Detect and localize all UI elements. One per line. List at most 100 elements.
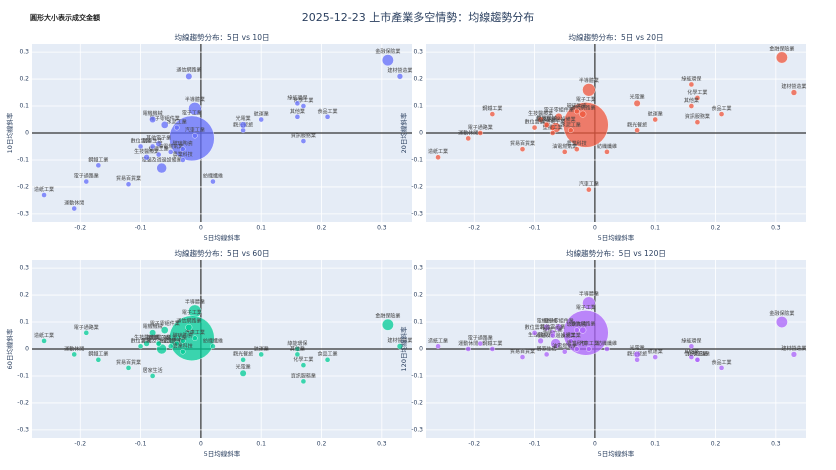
point-label: 造紙工業	[34, 186, 54, 193]
bubble	[574, 346, 580, 352]
point-label: 通信網路業	[570, 320, 595, 327]
bubble	[489, 346, 496, 352]
point-label: 光電業	[630, 345, 645, 352]
point-label: 金融保險業	[769, 45, 794, 52]
point-label: 電子通路業	[74, 324, 99, 331]
point-label: 電機機械	[143, 110, 163, 117]
point-label: 玻璃陶瓷	[567, 321, 587, 328]
subplot-title: 均線趨勢分布：5日 vs 20日	[569, 32, 664, 42]
bubble	[137, 343, 144, 350]
point-label: 油電燃氣業	[158, 143, 183, 150]
bubble	[531, 124, 538, 131]
point-label: 光電業	[630, 94, 645, 101]
bubble	[586, 346, 592, 352]
x-tick-label: 0	[593, 225, 597, 232]
point-label: 數位雲端	[525, 324, 545, 331]
y-axis-title: 60日均線斜率	[5, 328, 14, 369]
bubble	[465, 135, 471, 142]
point-label: 貿易百貨業	[510, 348, 535, 355]
x-tick-label: -0.1	[529, 225, 541, 232]
point-label: 農業科技	[173, 343, 193, 350]
point-label: 汽車工業	[185, 329, 205, 336]
y-tick-label: 0	[25, 346, 29, 353]
x-tick-label: -0.2	[74, 225, 86, 232]
bubble	[582, 83, 596, 97]
bubble	[554, 113, 563, 121]
bubble	[531, 330, 538, 336]
point-label: 貿易百貨業	[116, 359, 141, 366]
y-axis-title: 20日均線斜率	[399, 112, 408, 153]
bubble	[634, 127, 640, 134]
bubble	[688, 103, 695, 109]
point-label: 水泥工業	[167, 335, 187, 342]
bubble	[543, 323, 551, 331]
point-label: 其他業	[290, 345, 305, 352]
bubble	[143, 154, 150, 161]
bubble	[41, 192, 47, 198]
point-label: 食品工業	[712, 359, 732, 366]
bubble	[185, 323, 193, 331]
point-label: 電子工業	[576, 304, 596, 311]
bubble	[537, 337, 544, 345]
bubble	[688, 343, 695, 350]
x-tick-label: 0.3	[771, 441, 781, 448]
point-label: 水泥工業	[167, 119, 187, 126]
x-tick-label: -0.1	[135, 441, 147, 448]
x-tick-label: 0.3	[771, 225, 781, 232]
bubble	[775, 316, 788, 328]
bubble	[396, 343, 404, 350]
x-tick-label: 0.1	[256, 441, 266, 448]
x-axis-title: 5日均線斜率	[598, 449, 635, 458]
y-tick-label: -0.1	[17, 372, 29, 379]
x-tick-label: 0.2	[317, 225, 327, 232]
bubble	[694, 95, 701, 101]
bubble	[258, 351, 264, 358]
bubble	[324, 357, 331, 363]
point-label: 生技醫療業	[134, 334, 159, 341]
bubble	[167, 149, 174, 155]
point-label: 塑膠工業	[149, 146, 169, 153]
y-tick-label: 0.1	[413, 319, 423, 326]
x-tick-label: 0.1	[650, 441, 660, 448]
bubble	[180, 146, 186, 152]
point-label: 紡織纖維	[203, 337, 223, 344]
y-tick-label: -0.2	[411, 183, 423, 190]
bubble	[300, 103, 307, 109]
point-label: 半導體業	[185, 298, 205, 305]
point-label: 造紙工業	[34, 332, 54, 339]
y-tick-label: -0.1	[411, 372, 423, 379]
bubble	[143, 340, 150, 347]
size-note: 圓形大小表示成交金額	[30, 13, 100, 22]
point-label: 資訊服務業	[291, 132, 316, 139]
point-label: 資訊服務業	[685, 113, 710, 120]
point-label: 鋼鐵工業	[482, 105, 502, 112]
bubble	[174, 124, 180, 131]
point-label: 居家生活	[143, 137, 163, 144]
y-tick-label: -0.2	[17, 399, 29, 406]
point-label: 生技醫療業	[134, 148, 159, 155]
point-label: 化學工業	[687, 89, 707, 96]
point-label: 塑膠工業	[543, 326, 563, 333]
point-label: 造紙工業	[428, 337, 448, 344]
point-label: 電腦及週邊設備業	[142, 338, 182, 345]
x-tick-label: -0.1	[529, 441, 541, 448]
bubble	[718, 365, 725, 371]
bubble	[155, 340, 162, 347]
point-label: 電機機械	[143, 323, 163, 330]
point-label: 建材營造業	[387, 337, 412, 344]
point-label: 鋼鐵工業	[482, 340, 502, 347]
point-label: 化學工業	[687, 351, 707, 358]
y-tick-label: -0.3	[17, 210, 29, 217]
bubble	[554, 323, 563, 332]
bubble	[149, 373, 156, 379]
point-label: 通信網路業	[176, 67, 201, 74]
x-tick-label: -0.2	[468, 225, 480, 232]
bubble	[83, 178, 90, 185]
bubble	[563, 310, 609, 356]
bubble	[568, 338, 574, 344]
point-label: 運動休閒	[64, 345, 84, 352]
bubble	[294, 346, 301, 352]
point-label: 塑膠工業	[149, 335, 169, 342]
y-tick-label: 0	[419, 346, 423, 353]
point-label: 電子通路業	[468, 335, 493, 342]
